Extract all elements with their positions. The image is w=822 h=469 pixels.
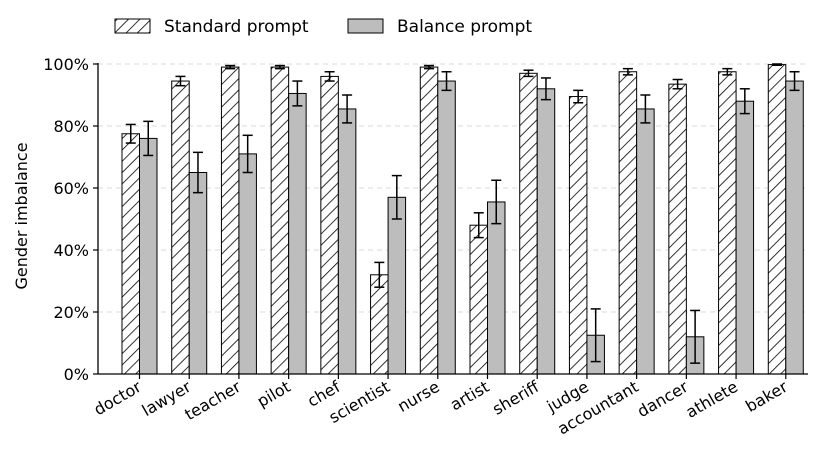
bar-standard-dancer	[668, 83, 687, 375]
error-bar	[374, 261, 385, 288]
error-bar	[622, 67, 633, 76]
x-tick-label: nurse	[394, 377, 443, 416]
error-bar	[192, 151, 203, 194]
bar-balance-sheriff	[536, 88, 556, 375]
error-bar	[772, 63, 783, 66]
bar-standard-artist	[469, 224, 488, 375]
legend-swatch-balance	[347, 18, 384, 34]
bar-balance-baker	[785, 80, 804, 375]
x-tick-label: teacher	[181, 377, 244, 424]
bar-standard-pilot	[270, 66, 290, 375]
error-bar	[342, 94, 353, 124]
y-axis-label: Gender imbalance	[12, 142, 31, 289]
y-tick-label: 40%	[53, 241, 89, 260]
error-bar	[672, 78, 683, 90]
y-tick-label: 0%	[64, 365, 89, 384]
error-bar	[640, 94, 651, 124]
legend: Standard prompt Balance prompt	[114, 17, 532, 37]
x-tick-label: sheriff	[489, 377, 543, 419]
bars	[121, 63, 804, 375]
x-tick-label: pilot	[254, 377, 294, 411]
error-bar	[590, 308, 601, 363]
bar-standard-teacher	[220, 66, 240, 375]
error-bar	[424, 64, 435, 70]
bar-standard-nurse	[419, 66, 439, 375]
error-bar	[292, 80, 303, 107]
error-bar	[242, 134, 253, 174]
bar-balance-lawyer	[188, 172, 208, 375]
bar-standard-accountant	[618, 71, 638, 375]
y-tick-label: 20%	[53, 303, 89, 322]
bar-balance-accountant	[636, 108, 655, 375]
bar-standard-scientist	[370, 274, 389, 375]
x-tick-label: dancer	[634, 377, 692, 421]
error-bar	[175, 75, 186, 87]
error-bar	[739, 88, 750, 115]
y-tick-label: 60%	[53, 179, 89, 198]
x-tick-label: baker	[742, 377, 791, 416]
bar-standard-sheriff	[519, 72, 538, 375]
error-bar	[573, 89, 584, 104]
error-bar	[274, 64, 285, 70]
error-bar	[225, 64, 236, 70]
bar-balance-scientist	[387, 196, 407, 375]
bar-balance-pilot	[288, 92, 307, 375]
bar-standard-baker	[767, 64, 787, 375]
error-bar	[324, 71, 335, 82]
error-bar	[441, 71, 452, 92]
bar-balance-nurse	[437, 80, 456, 375]
bar-balance-athlete	[735, 100, 755, 375]
error-bar	[722, 67, 733, 76]
error-bar	[491, 179, 502, 225]
error-bar	[523, 69, 534, 78]
error-bar	[143, 120, 154, 157]
x-tick-label: athlete	[683, 377, 742, 422]
y-tick-label: 100%	[43, 55, 89, 74]
bar-balance-teacher	[238, 153, 257, 375]
x-tick-label: doctor	[90, 377, 144, 419]
legend-swatch-standard	[114, 18, 151, 34]
x-tick-label: artist	[447, 377, 493, 414]
legend-label-balance: Balance prompt	[397, 17, 532, 37]
bar-standard-lawyer	[171, 80, 190, 375]
error-bar	[789, 71, 800, 92]
bar-standard-doctor	[121, 133, 140, 375]
bar-balance-chef	[337, 108, 357, 375]
error-bar	[540, 77, 551, 101]
error-bar	[391, 174, 402, 220]
bar-balance-doctor	[139, 137, 158, 375]
bar-standard-judge	[568, 96, 588, 375]
bar-standard-athlete	[718, 71, 737, 375]
bar-standard-chef	[320, 75, 339, 375]
error-bar	[125, 123, 136, 144]
y-tick-label: 80%	[53, 117, 89, 136]
error-bar	[690, 309, 701, 364]
legend-label-standard: Standard prompt	[164, 17, 309, 37]
error-bar	[473, 212, 484, 239]
bar-balance-artist	[487, 201, 506, 375]
